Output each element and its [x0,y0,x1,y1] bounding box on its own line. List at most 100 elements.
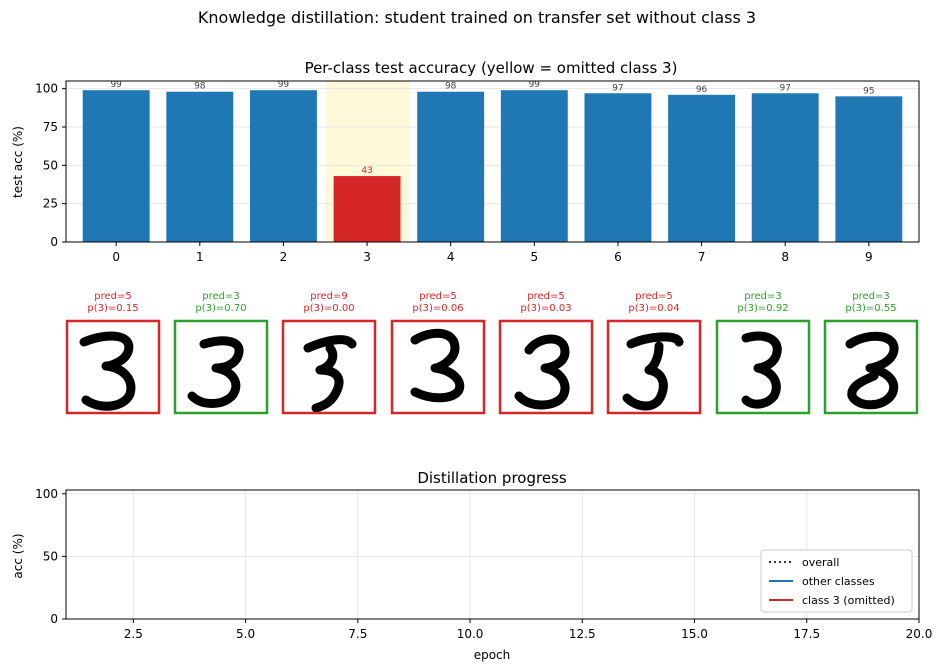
sample-pred-label: pred=5 [635,291,672,302]
bar-class-6 [584,93,652,243]
digit-stroke [410,328,465,403]
sample-thumbnail: pred=3p(3)=0.55 [823,291,919,415]
progress-xtick-label: 15.0 [681,627,708,641]
bar-chart-data-labels: 99 98 99 43 98 99 97 96 97 95 [110,80,874,176]
sample-thumbnail: pred=5p(3)=0.06 [390,291,486,415]
progress-xtick-label: 10.0 [457,627,484,641]
bar-chart-xtick-label: 7 [698,250,706,264]
sample-border [715,319,811,415]
sample-pred-label: pred=5 [94,291,131,302]
progress-chart-xlabel: epoch [474,648,511,662]
progress-xtick-label: 5.0 [236,627,255,641]
progress-chart-title: Distillation progress [417,469,567,487]
bar-data-label: 98 [194,82,206,92]
bar-class-5 [500,90,568,242]
digit-image [823,319,919,415]
bar-data-label: 95 [863,86,874,96]
bar-class-7 [668,94,736,242]
progress-chart-legend: overall other classes class 3 (omitted) [760,549,913,613]
sample-pred-label: pred=3 [852,291,889,302]
sample-images: pred=5p(3)=0.15pred=3p(3)=0.70pred=9p(3)… [65,291,919,415]
digit-image [281,319,377,415]
bar-class-4 [417,91,485,242]
bar-chart-xtick-label: 0 [112,250,120,264]
bar-chart-xtick-label: 3 [363,250,371,264]
progress-chart-frame [65,489,920,620]
bar-class-1 [166,91,234,242]
accuracy-bar-chart: Per-class test accuracy (yellow = omitte… [11,59,920,264]
sample-thumbnail: pred=3p(3)=0.70 [173,291,269,415]
bar-data-label: 43 [361,166,372,176]
digit-stroke [741,331,782,409]
digit-stroke [845,331,899,410]
bar-chart-xtick-label: 2 [280,250,288,264]
progress-xtick-label: 2.5 [124,627,143,641]
sample-pred-label: pred=9 [310,291,347,302]
digit-stroke [187,336,244,408]
sample-pred-label: pred=3 [744,291,781,302]
sample-pred-label: pred=3 [202,291,239,302]
bar-data-label: 99 [278,80,290,90]
bar-data-label: 99 [529,80,541,90]
sample-border [498,319,594,415]
bar-chart-ylabel: test acc (%) [11,126,25,198]
bar-chart-ytick-label: 0 [50,235,58,249]
progress-chart-yticks: 0 50 100 [35,487,66,626]
bar-chart-frame [65,80,920,243]
sample-prob-label: p(3)=0.55 [845,303,896,314]
bar-chart-bars [82,90,903,243]
progress-xtick-label: 20.0 [906,627,933,641]
sample-thumbnail: pred=5p(3)=0.03 [498,291,594,415]
bar-chart-xtick-label: 6 [614,250,622,264]
bar-class-8 [751,93,819,243]
bar-class-9 [835,96,903,242]
sample-prob-label: p(3)=0.04 [628,303,679,314]
sample-border [173,319,269,415]
progress-chart-ylabel: acc (%) [11,533,25,578]
distillation-progress-chart: Distillation progress acc (%) epoch 2.5 5… [11,469,932,662]
legend-label: other classes [802,575,875,588]
legend-label: overall [802,556,839,569]
bar-chart-xtick-label: 8 [781,250,789,264]
progress-ytick-label: 100 [35,487,58,501]
sample-border [65,319,161,415]
digit-stroke [622,332,684,411]
digit-image [715,319,811,415]
sample-thumbnail: pred=9p(3)=0.00 [281,291,377,415]
bar-class-3 [333,176,401,242]
progress-xtick-label: 12.5 [569,627,596,641]
progress-ytick-label: 50 [43,549,58,563]
digit-image [498,319,594,415]
digit-stroke [514,334,570,410]
figure-suptitle: Knowledge distillation: student trained … [198,8,756,27]
bar-class-0 [82,90,150,242]
digit-image [606,319,702,415]
sample-prob-label: p(3)=0.92 [737,303,788,314]
sample-prob-label: p(3)=0.70 [195,303,246,314]
sample-thumbnail: pred=5p(3)=0.04 [606,291,702,415]
bar-chart-ytick-label: 75 [43,120,58,134]
bar-data-label: 98 [445,82,457,92]
progress-xtick-label: 7.5 [348,627,367,641]
bar-class-2 [249,90,317,242]
bar-chart-xtick-label: 4 [447,250,455,264]
legend-label: class 3 (omitted) [802,594,895,607]
bar-data-label: 97 [779,83,790,93]
digit-image [390,319,486,415]
digit-image [173,319,269,415]
sample-prob-label: p(3)=0.03 [520,303,571,314]
bar-chart-title: Per-class test accuracy (yellow = omitte… [305,59,678,77]
bar-chart-ytick-label: 50 [43,158,58,172]
sample-pred-label: pred=5 [419,291,456,302]
bar-chart-ytick-label: 100 [35,82,58,96]
bar-chart-xtick-label: 9 [865,250,873,264]
bar-chart-ytick-label: 25 [43,197,58,211]
bar-chart-xtick-label: 5 [530,250,538,264]
bar-data-label: 97 [612,83,623,93]
digit-stroke [79,331,136,411]
sample-prob-label: p(3)=0.15 [87,303,138,314]
bar-chart-xticks: 0 1 2 3 4 5 6 7 8 9 [112,242,873,264]
sample-border [281,319,377,415]
progress-xtick-label: 17.5 [793,627,820,641]
